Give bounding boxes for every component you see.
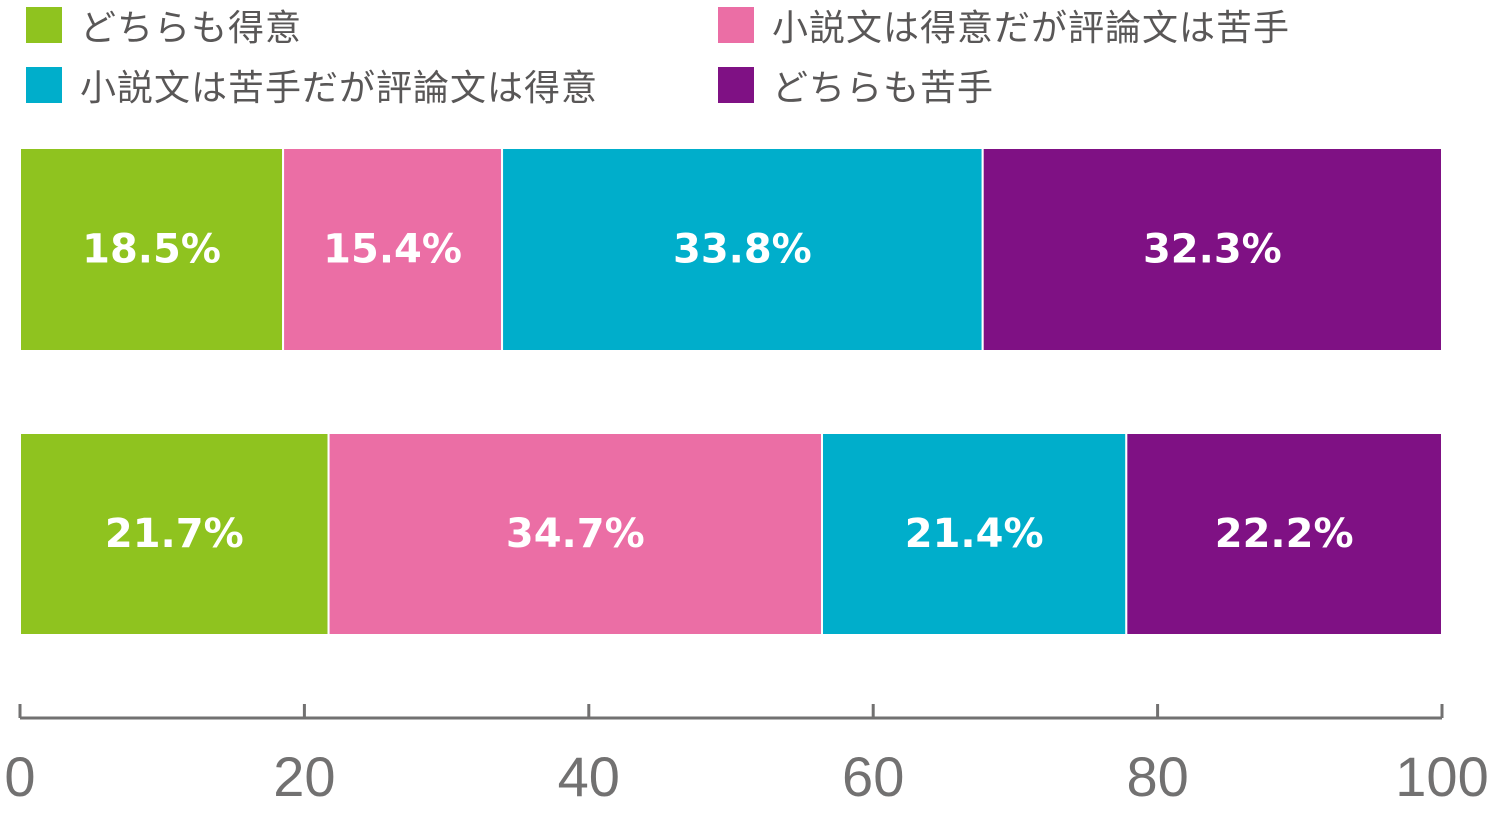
bar-segment-row2-both-weak <box>1125 432 1444 636</box>
bar-segment-row1-both-weak <box>981 147 1443 352</box>
data-label-row1-novel-good-essay-weak: 15.4% <box>323 227 462 273</box>
legend-item-both-good: どちらも得意 <box>26 0 302 50</box>
data-label-row2-novel-good-essay-weak: 34.7% <box>506 511 645 557</box>
legend: どちらも得意 小説文は得意だが評論文は苦手 小説文は苦手だが評論文は得意 どちら… <box>0 0 1500 120</box>
x-tick-label-80: 80 <box>1126 745 1188 808</box>
legend-item-novel-weak-essay-good: 小説文は苦手だが評論文は得意 <box>26 60 598 110</box>
x-tick-label-60: 60 <box>842 745 904 808</box>
data-label-row2-novel-weak-essay-good: 21.4% <box>905 511 1044 557</box>
legend-label-both-weak: どちらも苦手 <box>772 68 995 109</box>
legend-swatch-novel-good-essay-weak <box>718 7 754 43</box>
bar-segment-row2-novel-good-essay-weak <box>327 432 824 636</box>
bars-group: 18.5% 15.4% 33.8% 32.3% 21.7% 34.7% 21.4% 22.2% <box>19 147 1444 636</box>
legend-item-novel-good-essay-weak: 小説文は得意だが評論文は苦手 <box>718 0 1290 50</box>
legend-swatch-novel-weak-essay-good <box>26 67 62 103</box>
legend-label-novel-weak-essay-good: 小説文は苦手だが評論文は得意 <box>80 68 599 109</box>
bar-segment-row1-both-good <box>19 147 285 352</box>
data-label-row2-both-weak: 22.2% <box>1215 511 1354 557</box>
x-axis: 0 20 40 60 80 100 <box>4 704 1489 808</box>
data-label-row1-both-weak: 32.3% <box>1143 227 1282 273</box>
legend-label-both-good: どちらも得意 <box>80 8 303 49</box>
legend-item-both-weak: どちらも苦手 <box>718 60 994 110</box>
data-label-row1-both-good: 18.5% <box>82 227 221 273</box>
x-tick-label-20: 20 <box>273 745 335 808</box>
legend-swatch-both-weak <box>718 67 754 103</box>
x-tick-label-100: 100 <box>1395 745 1488 808</box>
legend-label-novel-good-essay-weak: 小説文は得意だが評論文は苦手 <box>772 8 1291 49</box>
data-label-row1-novel-weak-essay-good: 33.8% <box>673 227 812 273</box>
bar-segment-row2-novel-weak-essay-good <box>821 432 1128 636</box>
bar-segment-row1-novel-good-essay-weak <box>282 147 504 352</box>
bar-segment-row1-novel-weak-essay-good <box>501 147 984 352</box>
data-label-row2-both-good: 21.7% <box>105 511 244 557</box>
x-tick-label-40: 40 <box>558 745 620 808</box>
legend-swatch-both-good <box>26 7 62 43</box>
x-tick-label-0: 0 <box>4 745 35 808</box>
